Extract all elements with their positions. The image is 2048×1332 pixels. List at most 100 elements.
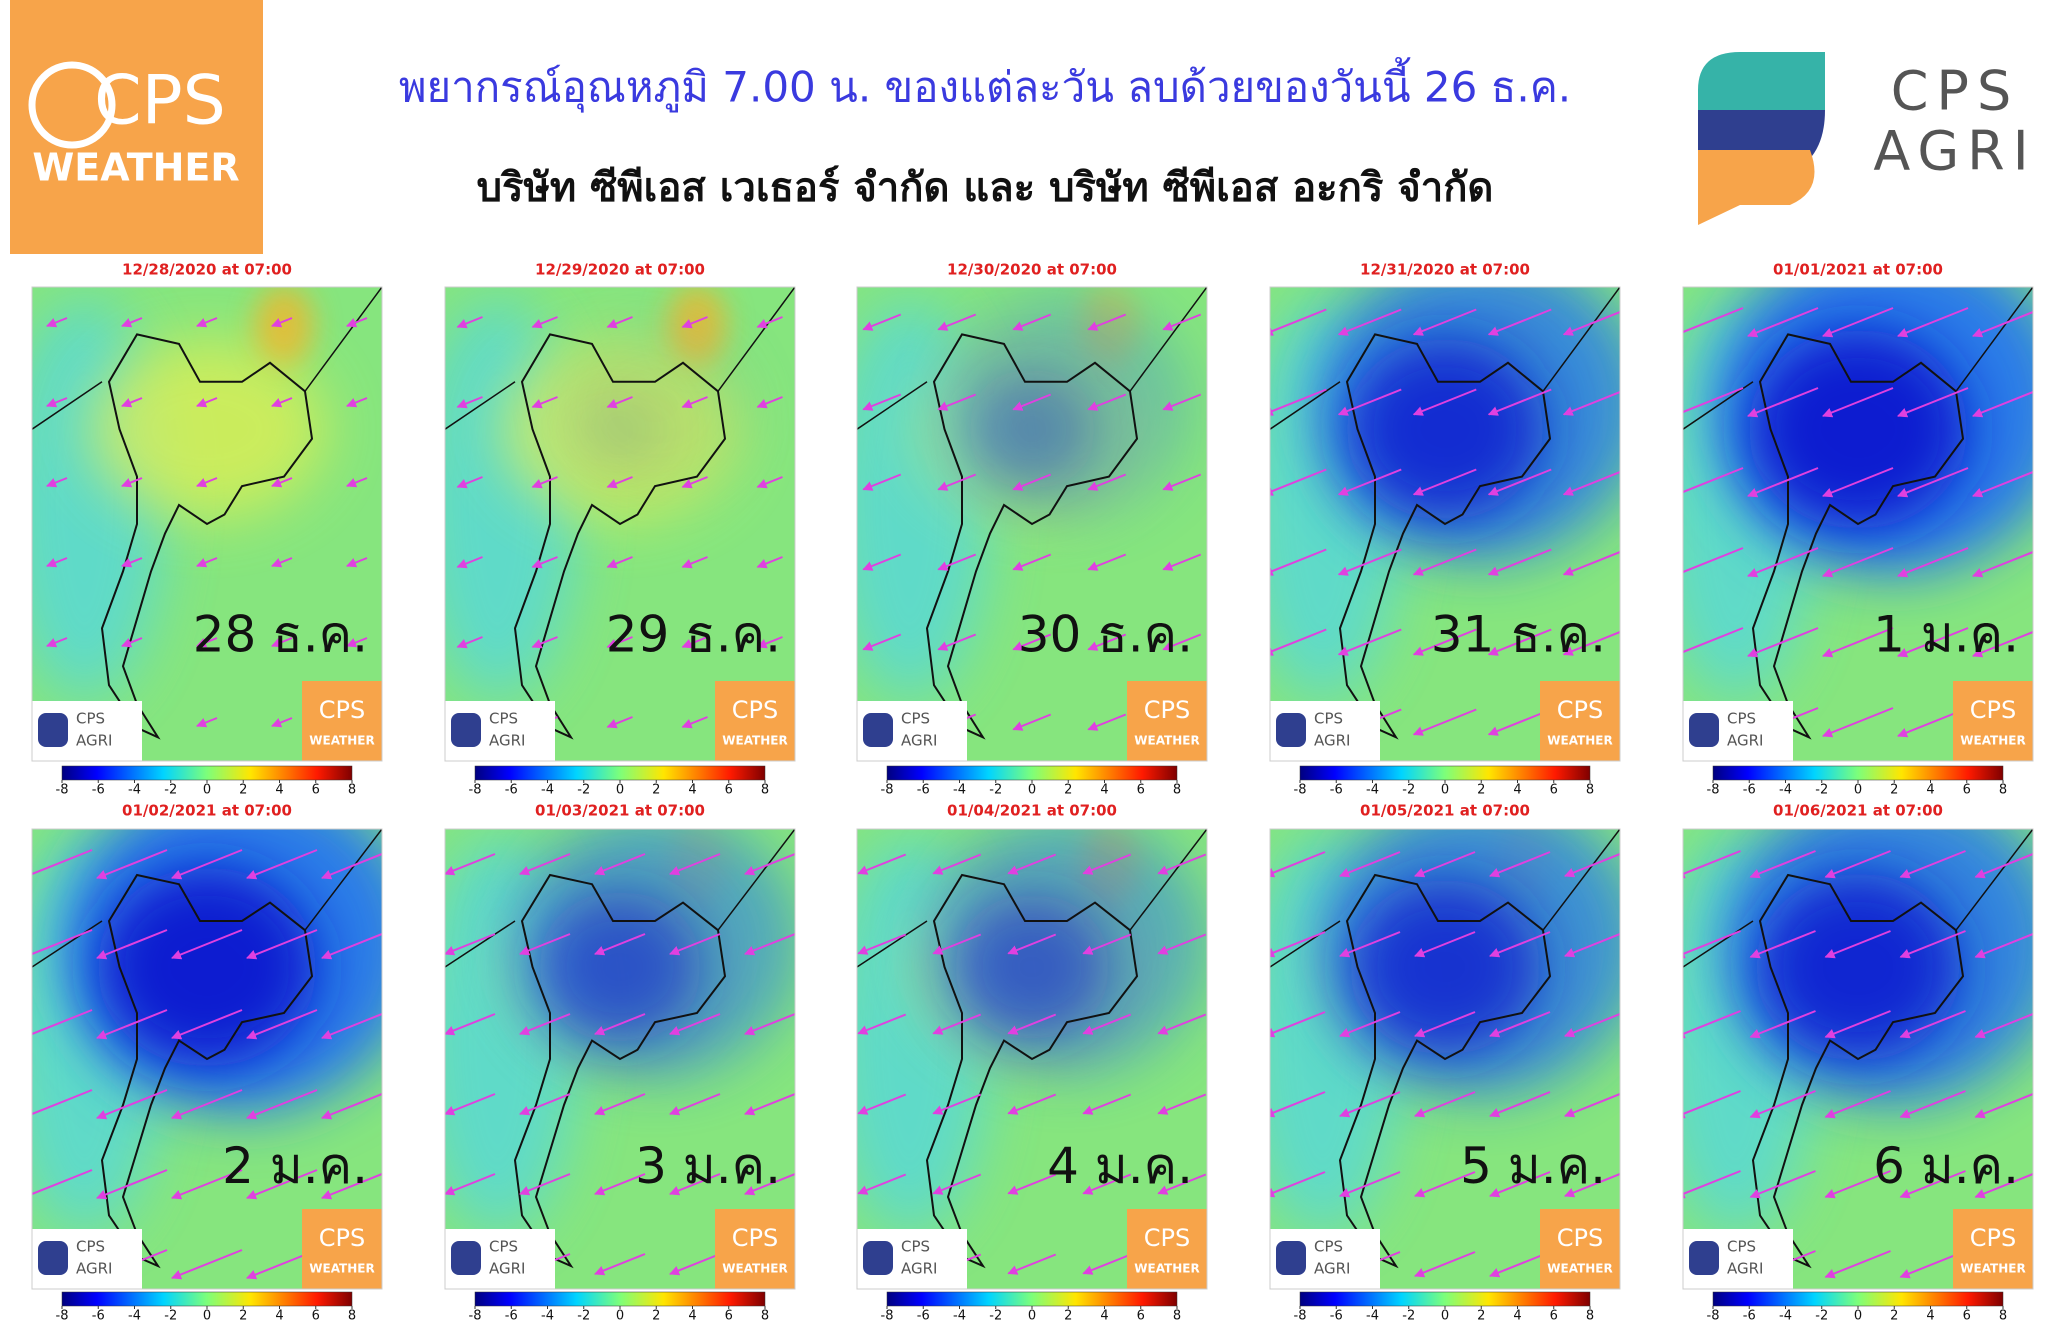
colorbar-tick-label: 0 — [616, 783, 624, 798]
panel-day-label: 6 ม.ค. — [1873, 1137, 2019, 1195]
colorbar-tick-label: 2 — [1890, 783, 1898, 798]
panel-date: 01/03/2021 at 07:00 — [535, 802, 705, 820]
colorbar — [475, 1292, 765, 1306]
map-panel: 01/04/2021 at 07:004 ม.ค.CPSAGRICPSWEATH… — [830, 802, 1208, 1324]
mini-logo-text: CPS — [732, 696, 778, 724]
colorbar-tick-label: -4 — [1779, 1309, 1792, 1324]
mini-logo-text: CPS — [901, 1238, 930, 1256]
colorbar-tick-label: -8 — [56, 1309, 69, 1324]
mini-agri-mark — [1276, 1241, 1306, 1275]
colorbar-tick-label: -4 — [953, 1309, 966, 1324]
map-panel: 01/05/2021 at 07:005 ม.ค.CPSAGRICPSWEATH… — [1243, 792, 1643, 1324]
colorbar-tick-label: -2 — [577, 783, 590, 798]
colorbar-tick-label: -8 — [1707, 1309, 1720, 1324]
colorbar-tick-label: 6 — [1137, 783, 1145, 798]
colorbar-tick-label: -8 — [469, 1309, 482, 1324]
mini-logo-text: CPS — [76, 710, 105, 728]
colorbar — [1300, 1292, 1590, 1306]
colorbar-tick-label: 6 — [1963, 783, 1971, 798]
mini-logo-text: WEATHER — [309, 1262, 374, 1276]
mini-logo-text: CPS — [1727, 710, 1756, 728]
mini-logo-text: CPS — [319, 1224, 365, 1252]
colorbar-tick-label: -2 — [1402, 783, 1415, 798]
colorbar-tick-label: 2 — [1890, 1309, 1898, 1324]
colorbar-tick-label: 0 — [1028, 1309, 1036, 1324]
colorbar — [887, 766, 1177, 780]
colorbar-tick-label: -4 — [1366, 1309, 1379, 1324]
colorbar-tick-label: -4 — [1779, 783, 1792, 798]
logo-text: CPS — [94, 62, 226, 141]
colorbar-tick-label: -8 — [1294, 783, 1307, 798]
colorbar-tick-label: -2 — [1815, 783, 1828, 798]
cold-zone — [1748, 329, 1968, 529]
mini-logo-text: WEATHER — [1134, 734, 1199, 748]
mini-logo-text: CPS — [1727, 1238, 1756, 1256]
colorbar-tick-label: 6 — [312, 1309, 320, 1324]
colorbar-tick-label: 0 — [203, 1309, 211, 1324]
colorbar-tick-label: 4 — [275, 783, 283, 798]
colorbar-tick-label: 8 — [761, 1309, 769, 1324]
mini-logo-text: WEATHER — [309, 734, 374, 748]
colorbar-tick-label: -6 — [92, 1309, 105, 1324]
colorbar-tick-label: 2 — [239, 783, 247, 798]
mini-logo-text: WEATHER — [1547, 1262, 1612, 1276]
panel-day-label: 3 ม.ค. — [635, 1137, 781, 1195]
colorbar-tick-label: -8 — [881, 1309, 894, 1324]
mini-logo-text: AGRI — [1727, 1260, 1763, 1278]
mini-agri-mark — [863, 713, 893, 747]
panel-date: 01/05/2021 at 07:00 — [1360, 802, 1530, 820]
colorbar-tick-label: 4 — [1926, 783, 1934, 798]
panel-date: 01/04/2021 at 07:00 — [947, 802, 1117, 820]
panel-date: 12/30/2020 at 07:00 — [947, 261, 1117, 279]
mini-logo-text: AGRI — [901, 1260, 937, 1278]
panel-date: 01/02/2021 at 07:00 — [122, 802, 292, 820]
colorbar-tick-label: -2 — [989, 783, 1002, 798]
mini-logo-text: CPS — [1557, 1224, 1603, 1252]
colorbar-tick-label: -2 — [164, 1309, 177, 1324]
cold-zone — [538, 891, 702, 1043]
colorbar — [1713, 766, 2003, 780]
colorbar-tick-label: -6 — [505, 783, 518, 798]
mini-logo-text: WEATHER — [1960, 1262, 2025, 1276]
colorbar-tick-label: 4 — [1100, 1309, 1108, 1324]
page-title: พยากรณ์อุณหภูมิ 7.00 น. ของแต่ละวัน ลบด้… — [399, 57, 1571, 114]
colorbar-tick-label: 4 — [1926, 1309, 1934, 1324]
map-area: 6 ม.ค. CPS AGRI CPS WEATHER — [1656, 783, 2048, 1289]
mini-logo-text: CPS — [76, 1238, 105, 1256]
colorbar-tick-label: 0 — [1028, 783, 1036, 798]
colorbar — [62, 766, 352, 780]
colorbar-tick-label: -2 — [1402, 1309, 1415, 1324]
colorbar-tick-label: -8 — [469, 783, 482, 798]
colorbar — [62, 1292, 352, 1306]
colorbar — [1300, 766, 1590, 780]
colorbar-tick-label: -8 — [1707, 783, 1720, 798]
colorbar-tick-label: -4 — [953, 783, 966, 798]
colorbar-tick-label: 4 — [688, 783, 696, 798]
mini-logo-text: AGRI — [76, 732, 112, 750]
colorbar-tick-label: -6 — [1330, 1309, 1343, 1324]
colorbar-tick-label: 6 — [1963, 1309, 1971, 1324]
mini-logo-text: CPS — [489, 710, 518, 728]
panel-day-label: 1 ม.ค. — [1873, 605, 2019, 663]
mini-logo-text: CPS — [1970, 1224, 2016, 1252]
colorbar-tick-label: -8 — [1294, 1309, 1307, 1324]
logo-text: AGRI — [1873, 120, 2036, 183]
colorbar-tick-label: 2 — [652, 1309, 660, 1324]
colorbar-tick-label: -4 — [128, 1309, 141, 1324]
map-panel: 01/02/2021 at 07:002 ม.ค.CPSAGRICPSWEATH… — [5, 774, 423, 1324]
colorbar-tick-label: 0 — [616, 1309, 624, 1324]
colorbar-tick-label: -2 — [1815, 1309, 1828, 1324]
colorbar-tick-label: 2 — [1064, 783, 1072, 798]
mini-agri-mark — [863, 1241, 893, 1275]
mini-logo-text: WEATHER — [1134, 1262, 1199, 1276]
mini-agri-mark — [451, 713, 481, 747]
